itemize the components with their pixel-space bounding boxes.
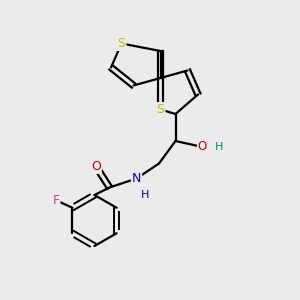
Text: F: F xyxy=(52,194,59,207)
Text: N: N xyxy=(132,172,141,185)
Text: H: H xyxy=(215,142,223,152)
Text: S: S xyxy=(157,103,164,116)
Text: H: H xyxy=(141,190,150,200)
Text: O: O xyxy=(198,140,207,154)
Text: S: S xyxy=(118,37,125,50)
Text: O: O xyxy=(91,160,101,173)
